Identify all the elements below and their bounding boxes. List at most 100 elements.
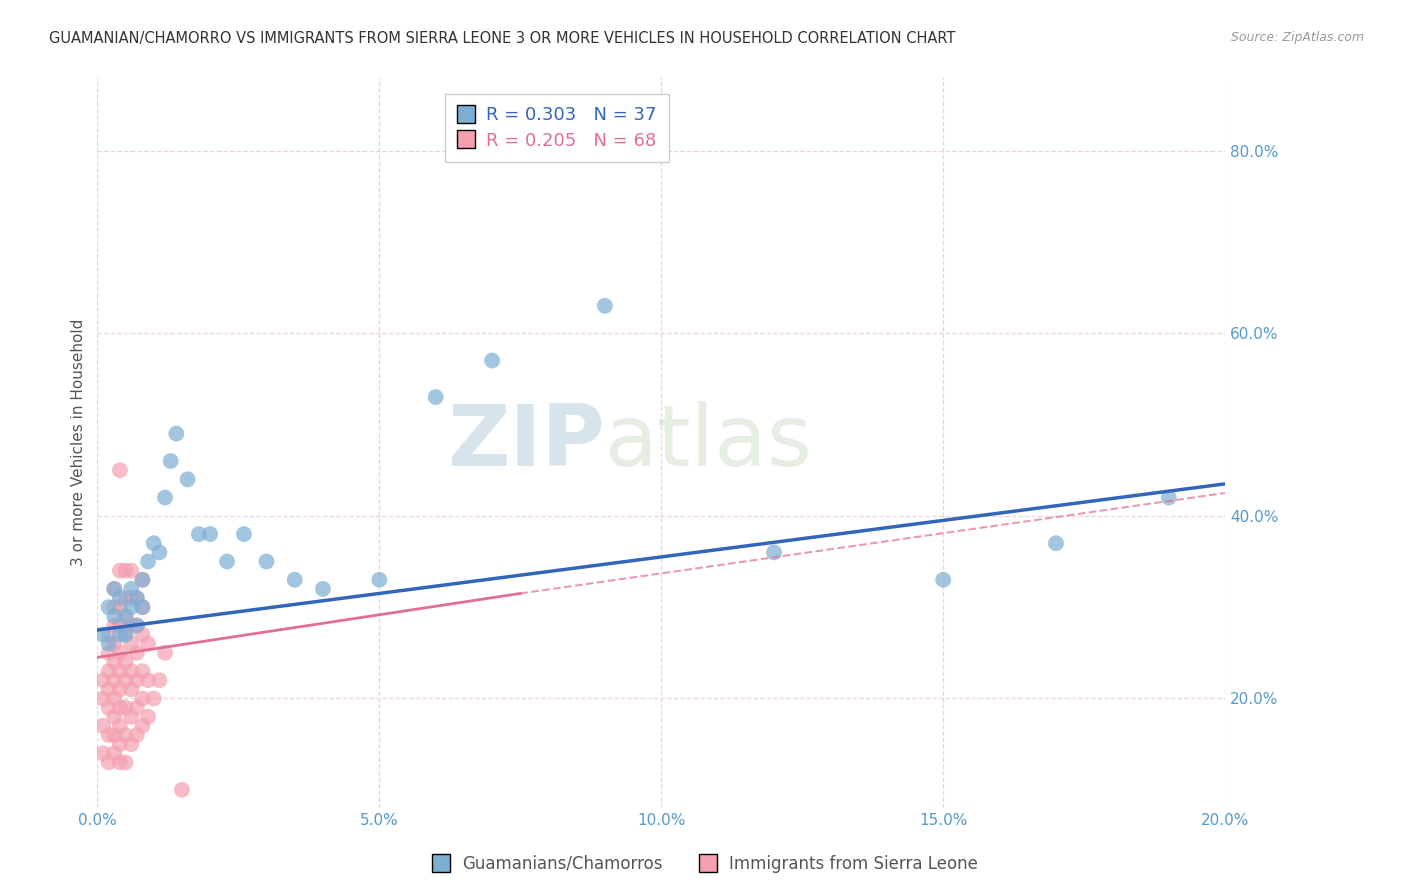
Point <box>103 582 125 596</box>
Point <box>131 573 153 587</box>
Point <box>120 637 142 651</box>
Point <box>103 728 125 742</box>
Point <box>97 664 120 678</box>
Point <box>312 582 335 596</box>
Point <box>91 719 114 733</box>
Point <box>114 655 136 669</box>
Point <box>125 618 148 632</box>
Point <box>114 756 136 770</box>
Point <box>103 691 125 706</box>
Point <box>153 646 176 660</box>
Point <box>481 353 503 368</box>
Point <box>120 591 142 605</box>
Point <box>97 637 120 651</box>
Point <box>131 573 153 587</box>
Point <box>97 700 120 714</box>
Point <box>114 564 136 578</box>
Point <box>103 655 125 669</box>
Legend: Guamanians/Chamorros, Immigrants from Sierra Leone: Guamanians/Chamorros, Immigrants from Si… <box>422 848 984 880</box>
Point <box>125 591 148 605</box>
Point <box>233 527 256 541</box>
Point <box>108 682 131 697</box>
Point <box>125 618 148 632</box>
Point <box>97 756 120 770</box>
Point <box>125 700 148 714</box>
Point <box>103 582 125 596</box>
Point <box>136 637 159 651</box>
Point <box>136 710 159 724</box>
Point <box>131 691 153 706</box>
Point <box>108 700 131 714</box>
Point <box>131 719 153 733</box>
Y-axis label: 3 or more Vehicles in Household: 3 or more Vehicles in Household <box>72 319 86 566</box>
Point <box>103 600 125 615</box>
Point <box>108 600 131 615</box>
Point <box>108 627 131 641</box>
Point <box>187 527 209 541</box>
Point <box>114 627 136 641</box>
Point <box>120 600 142 615</box>
Text: ZIP: ZIP <box>447 401 605 484</box>
Point <box>125 591 148 605</box>
Point <box>148 545 170 559</box>
Point <box>103 618 125 632</box>
Point <box>120 664 142 678</box>
Point <box>763 545 786 559</box>
Point <box>136 673 159 688</box>
Point <box>120 737 142 751</box>
Point <box>125 728 148 742</box>
Point <box>108 564 131 578</box>
Point <box>114 673 136 688</box>
Text: Source: ZipAtlas.com: Source: ZipAtlas.com <box>1230 31 1364 45</box>
Point <box>114 700 136 714</box>
Point <box>368 573 391 587</box>
Point <box>120 710 142 724</box>
Point <box>108 737 131 751</box>
Point <box>125 646 148 660</box>
Point <box>198 527 221 541</box>
Text: atlas: atlas <box>605 401 813 484</box>
Point <box>103 609 125 624</box>
Point <box>142 691 165 706</box>
Point <box>131 600 153 615</box>
Point <box>131 627 153 641</box>
Point <box>120 582 142 596</box>
Point <box>108 756 131 770</box>
Point <box>142 536 165 550</box>
Point <box>1157 491 1180 505</box>
Point <box>256 554 278 568</box>
Point <box>108 719 131 733</box>
Point <box>91 691 114 706</box>
Point <box>108 618 131 632</box>
Point <box>114 627 136 641</box>
Point <box>97 627 120 641</box>
Point <box>159 454 181 468</box>
Point <box>108 591 131 605</box>
Point <box>1045 536 1067 550</box>
Point <box>91 627 114 641</box>
Point <box>103 637 125 651</box>
Point <box>114 728 136 742</box>
Legend: R = 0.303   N = 37, R = 0.205   N = 68: R = 0.303 N = 37, R = 0.205 N = 68 <box>444 94 669 162</box>
Point <box>103 673 125 688</box>
Point <box>91 673 114 688</box>
Point <box>103 746 125 760</box>
Point <box>165 426 187 441</box>
Point <box>136 554 159 568</box>
Point <box>148 673 170 688</box>
Point <box>120 682 142 697</box>
Point <box>131 600 153 615</box>
Point <box>108 463 131 477</box>
Point <box>425 390 447 404</box>
Point <box>932 573 955 587</box>
Point <box>97 600 120 615</box>
Point <box>215 554 238 568</box>
Point <box>125 673 148 688</box>
Point <box>120 618 142 632</box>
Point <box>114 609 136 624</box>
Point <box>103 710 125 724</box>
Point <box>114 591 136 605</box>
Point <box>153 491 176 505</box>
Point <box>108 664 131 678</box>
Point <box>114 609 136 624</box>
